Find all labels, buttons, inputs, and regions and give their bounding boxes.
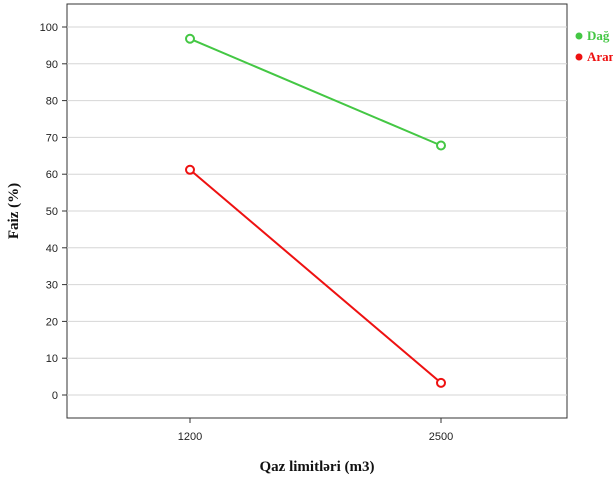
y-axis-title: Faiz (%): [6, 183, 22, 239]
y-tick-label-40: 40: [46, 243, 58, 255]
legend-label-1: Aran: [587, 49, 613, 64]
series-line-0: [189, 37, 442, 147]
y-tick-label-80: 80: [46, 96, 58, 108]
x-axis-title: Qaz limitləri (m3): [260, 459, 375, 475]
y-tick-label-20: 20: [46, 316, 58, 328]
data-point-1-0: [185, 164, 195, 175]
data-point-0-0: [185, 33, 195, 44]
legend: Dağ Aran: [575, 28, 613, 64]
y-tick-label-60: 60: [46, 169, 58, 181]
series-group: [185, 33, 446, 388]
x-tick-label-2500: 2500: [429, 431, 453, 443]
gridlines: [67, 26, 567, 396]
y-tick-label-100: 100: [40, 22, 58, 34]
y-tick-label-10: 10: [46, 353, 58, 365]
x-axis-ticks: 1200 2500: [178, 418, 453, 443]
y-tick-label-50: 50: [46, 206, 58, 218]
legend-marker-0: [575, 32, 583, 40]
y-tick-label-70: 70: [46, 132, 58, 144]
series-line-1: [189, 169, 442, 384]
data-point-1-1: [436, 377, 446, 388]
data-point-0-1: [436, 140, 446, 151]
y-tick-label-30: 30: [46, 280, 58, 292]
y-tick-label-0: 0: [52, 390, 58, 402]
y-tick-label-90: 90: [46, 59, 58, 71]
x-tick-label-1200: 1200: [178, 431, 202, 443]
legend-marker-1: [575, 53, 583, 61]
legend-label-0: Dağ: [587, 28, 610, 43]
y-axis-ticks: 0 10 20 30 40 50 60 70 80 90 100: [40, 22, 67, 402]
